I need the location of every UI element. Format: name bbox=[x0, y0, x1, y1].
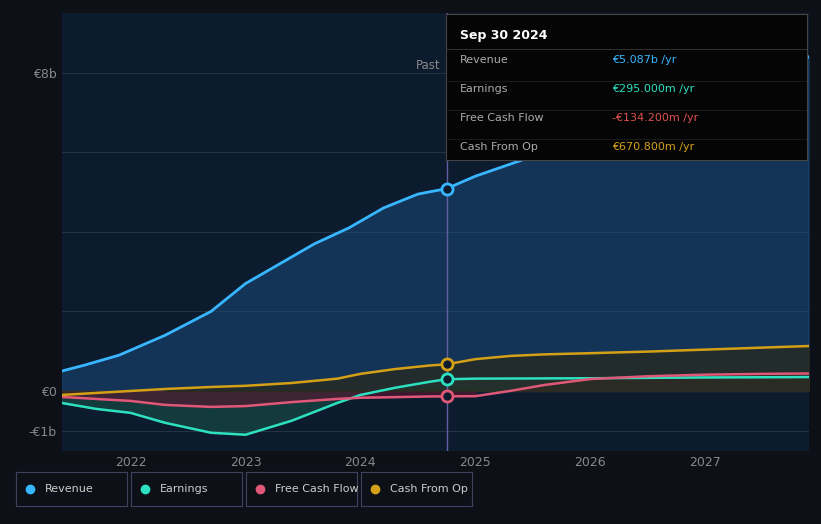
Text: Analysts Forecasts: Analysts Forecasts bbox=[456, 59, 566, 72]
Text: €295.000m /yr: €295.000m /yr bbox=[612, 84, 695, 94]
Text: Free Cash Flow: Free Cash Flow bbox=[275, 484, 359, 494]
Text: Cash From Op: Cash From Op bbox=[390, 484, 468, 494]
Text: Sep 30 2024: Sep 30 2024 bbox=[461, 29, 548, 42]
Text: Past: Past bbox=[416, 59, 441, 72]
Text: Earnings: Earnings bbox=[160, 484, 209, 494]
Text: €5.087b /yr: €5.087b /yr bbox=[612, 55, 677, 65]
Text: Cash From Op: Cash From Op bbox=[461, 143, 538, 152]
Text: Revenue: Revenue bbox=[45, 484, 94, 494]
Text: -€134.200m /yr: -€134.200m /yr bbox=[612, 113, 698, 123]
Text: Earnings: Earnings bbox=[461, 84, 509, 94]
Text: Revenue: Revenue bbox=[461, 55, 509, 65]
Text: €670.800m /yr: €670.800m /yr bbox=[612, 143, 695, 152]
Text: Free Cash Flow: Free Cash Flow bbox=[461, 113, 544, 123]
